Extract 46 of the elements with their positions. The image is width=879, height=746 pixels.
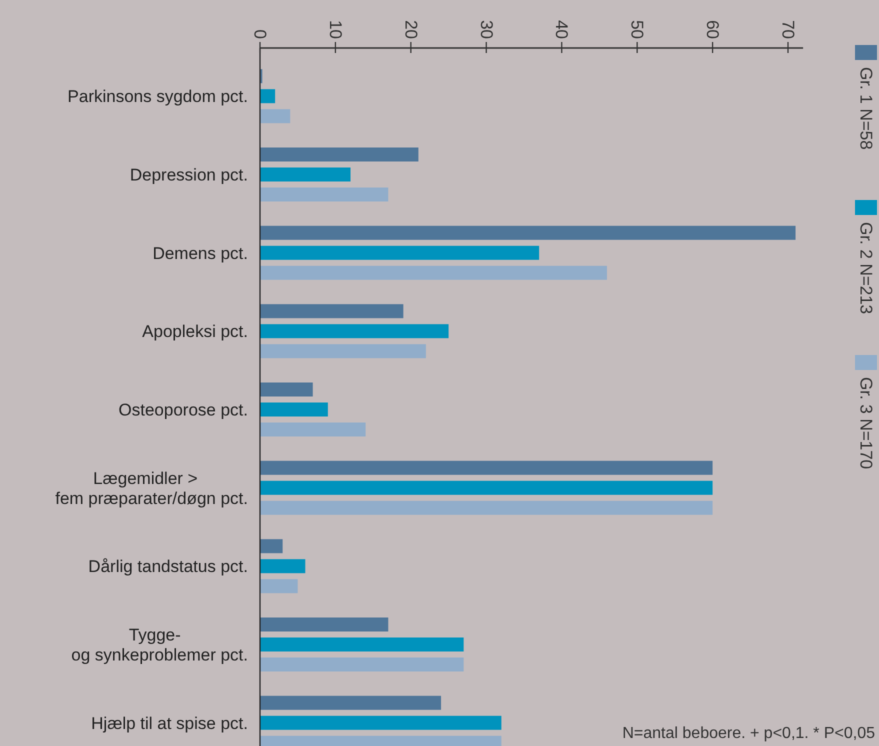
- x-tick-label: 70: [778, 20, 798, 39]
- bar: [260, 539, 283, 554]
- y-tick-label: Depression pct.: [130, 165, 248, 184]
- x-tick-label: 10: [326, 20, 345, 39]
- y-tick-label: Dårlig tandstatus pct.: [88, 556, 248, 576]
- bar: [260, 696, 442, 710]
- bar: [260, 382, 313, 396]
- bar: [260, 246, 540, 260]
- y-tick-label: Apopleksi pct.: [142, 322, 248, 341]
- annotation: N=antal beboere. + p<0,1. * P<0,05: [622, 725, 876, 742]
- bar: [260, 109, 290, 124]
- x-tick-label: 30: [476, 20, 496, 39]
- bar: [260, 559, 306, 574]
- bar: [260, 304, 404, 318]
- bar: [260, 226, 796, 240]
- y-tick-label: Tygge- og synkeproblemer pct.: [71, 625, 248, 664]
- bar: [260, 460, 713, 475]
- bar: [260, 716, 502, 730]
- bar: [260, 480, 713, 495]
- bar: [260, 402, 328, 416]
- bar: [260, 344, 426, 358]
- bar: [260, 579, 298, 594]
- bar: [260, 658, 464, 672]
- x-tick-label: 20: [401, 20, 420, 39]
- bar: [260, 422, 366, 436]
- bar: [260, 168, 351, 182]
- bar: [260, 148, 418, 162]
- x-tick-label: 50: [628, 20, 647, 39]
- y-tick-label: Parkinsons sygdom pct.: [68, 86, 248, 106]
- bar: [260, 324, 449, 338]
- bar: [260, 188, 388, 202]
- bar: [260, 266, 607, 280]
- x-tick-label: 60: [703, 20, 722, 39]
- legend-label: Gr. 1 N=58: [856, 67, 876, 150]
- y-tick-label: Demens pct.: [152, 243, 248, 262]
- legend-label: Gr. 2 N=213: [856, 222, 876, 314]
- y-tick-label: Hjælp til at spise pct.: [91, 713, 248, 732]
- legend-label: Gr. 3 N=170: [856, 377, 876, 470]
- bar: [260, 638, 464, 652]
- bar: [260, 500, 713, 515]
- bar: [260, 89, 276, 104]
- x-tick-label: 40: [552, 20, 572, 39]
- y-tick-label: Lægemidler > fem præparater/døgn pct.: [55, 468, 248, 508]
- bar: [260, 618, 388, 632]
- x-tick-label: 0: [250, 30, 270, 39]
- y-tick-label: Osteoporose pct.: [118, 400, 248, 419]
